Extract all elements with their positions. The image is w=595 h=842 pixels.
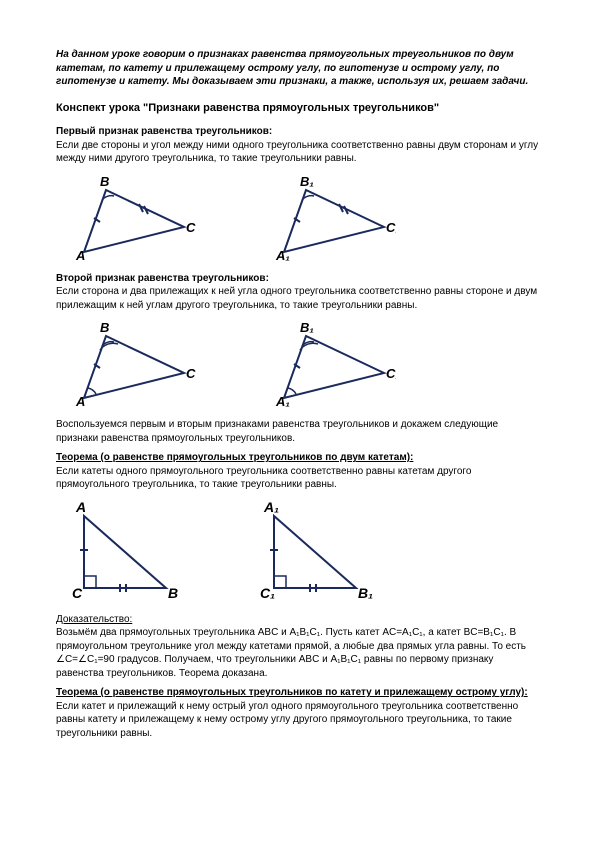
triangle-a1b1c1-1: A₁ B₁ C₁ [266, 172, 396, 262]
triangle-a1b1c1-2: A₁ B₁ C₁ [266, 318, 396, 408]
lbl: B [100, 320, 109, 335]
sign1-head: Первый признак равенства треугольников: [56, 125, 539, 139]
sign2-body: Если сторона и два прилежащих к ней угла… [56, 285, 539, 312]
figure-row-3: A C B A₁ C₁ B₁ [66, 498, 539, 603]
lbl: C [186, 366, 196, 381]
lbl: A [75, 499, 86, 515]
figure-row-1: A B C A₁ B₁ C₁ [66, 172, 539, 262]
triangle-abc-2: A B C [66, 318, 196, 408]
intro-text: На данном уроке говорим о признаках раве… [56, 48, 539, 89]
proof-body: Возьмём два прямоугольных треугольника A… [56, 627, 526, 679]
lbl-A: A [75, 248, 85, 262]
proof-head: Доказательство: [56, 614, 132, 625]
theorem1: Теорема (о равенстве прямоугольных треуг… [56, 451, 539, 492]
lbl: B₁ [358, 585, 373, 601]
triangle-abc-1: A B C [66, 172, 196, 262]
lbl: B₁ [300, 320, 314, 335]
right-triangle-a1b1c1: A₁ C₁ B₁ [256, 498, 376, 603]
sign1-body: Если две стороны и угол между ними одног… [56, 139, 539, 166]
lbl-A1: A₁ [275, 248, 290, 262]
lbl: A₁ [275, 394, 290, 408]
lbl: A [75, 394, 85, 408]
lbl-B: B [100, 174, 109, 189]
theorem2: Теорема (о равенстве прямоугольных треуг… [56, 686, 539, 740]
lbl: C₁ [386, 366, 396, 381]
thm2-body: Если катет и прилежащий к нему острый уг… [56, 701, 518, 739]
figure-row-2: A B C A₁ B₁ C₁ [66, 318, 539, 408]
lbl: B [168, 585, 178, 601]
right-triangle-abc: A C B [66, 498, 186, 603]
lbl: A₁ [263, 499, 279, 515]
lbl-B1: B₁ [300, 174, 314, 189]
thm2-head: Теорема (о равенстве прямоугольных треуг… [56, 687, 528, 698]
lbl: C [72, 585, 83, 601]
lbl: C₁ [260, 585, 275, 601]
lbl-C: C [186, 220, 196, 235]
thm1-body: Если катеты одного прямоугольного треуго… [56, 466, 471, 491]
page-title: Конспект урока "Признаки равенства прямо… [56, 101, 539, 116]
bridge-text: Воспользуемся первым и вторым признаками… [56, 418, 539, 445]
sign2-head: Второй признак равенства треугольников: [56, 272, 539, 286]
proof: Доказательство: Возьмём два прямоугольны… [56, 613, 539, 681]
thm1-head: Теорема (о равенстве прямоугольных треуг… [56, 452, 413, 463]
lbl-C1: C₁ [386, 220, 396, 235]
